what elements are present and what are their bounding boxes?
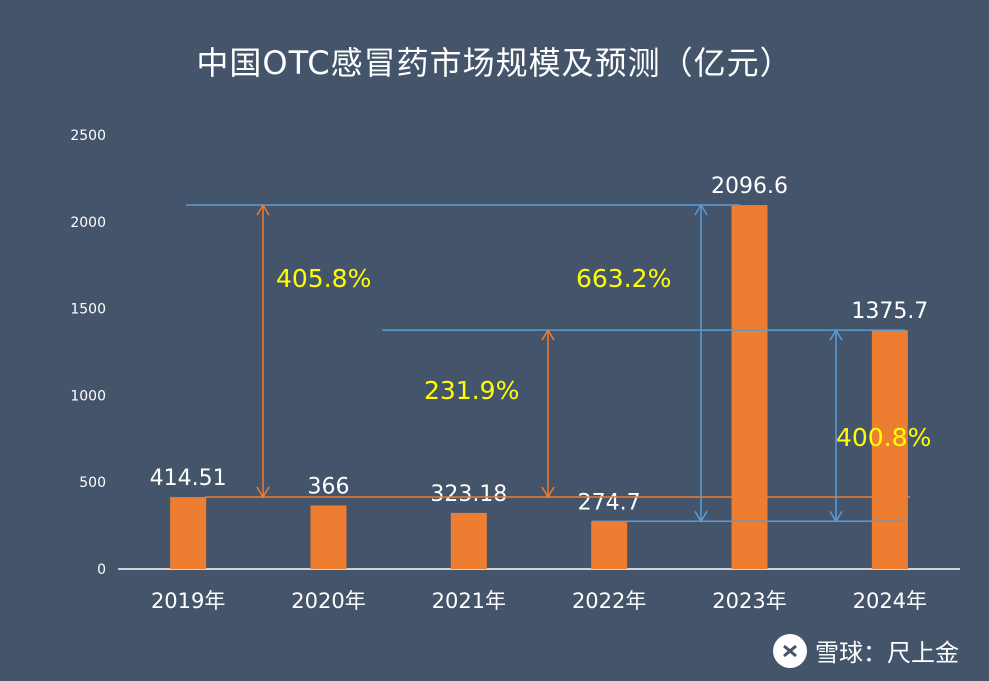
y-tick-label: 1500 [70, 302, 106, 318]
bar-value-label: 414.51 [150, 466, 227, 491]
bar [871, 330, 908, 569]
y-tick-label: 2000 [70, 215, 106, 231]
bar [731, 205, 768, 569]
x-tick-label: 2019年 [151, 589, 225, 613]
chart-title: 中国OTC感冒药市场规模及预测（亿元） [196, 44, 793, 82]
growth-annotation-label: 400.8% [836, 423, 931, 452]
bar-value-label: 323.18 [430, 482, 507, 507]
growth-annotation-label: 405.8% [276, 264, 371, 293]
x-tick-label: 2020年 [291, 589, 365, 613]
watermark: 雪球：尺上金 [773, 633, 959, 668]
x-tick-label: 2021年 [432, 589, 506, 613]
arrow-head [829, 510, 843, 523]
bar-value-label: 274.7 [578, 490, 641, 515]
y-tick-label: 2500 [70, 128, 106, 144]
arrow-head [256, 203, 270, 216]
growth-annotation-label: 663.2% [576, 264, 671, 293]
bar [170, 497, 207, 569]
snowball-logo-icon [773, 633, 807, 668]
arrow-head [694, 510, 708, 523]
bar-value-label: 1375.7 [851, 299, 928, 324]
arrow-head [256, 486, 270, 499]
bar [591, 521, 628, 569]
bar [310, 505, 347, 569]
y-tick-label: 500 [79, 475, 106, 491]
watermark-text: 雪球：尺上金 [815, 639, 959, 667]
x-tick-label: 2024年 [853, 589, 927, 613]
arrow-head [541, 328, 555, 341]
x-tick-label: 2023年 [712, 589, 786, 613]
bar-value-label: 366 [308, 474, 350, 499]
y-tick-label: 0 [97, 562, 106, 578]
growth-annotation-label: 231.9% [424, 376, 519, 405]
arrow-head [694, 203, 708, 216]
arrow-head [829, 328, 843, 341]
bar-value-label: 2096.6 [711, 174, 788, 199]
arrow-head [541, 486, 555, 499]
x-tick-label: 2022年 [572, 589, 646, 613]
bar [450, 512, 487, 569]
y-tick-label: 1000 [70, 388, 106, 404]
